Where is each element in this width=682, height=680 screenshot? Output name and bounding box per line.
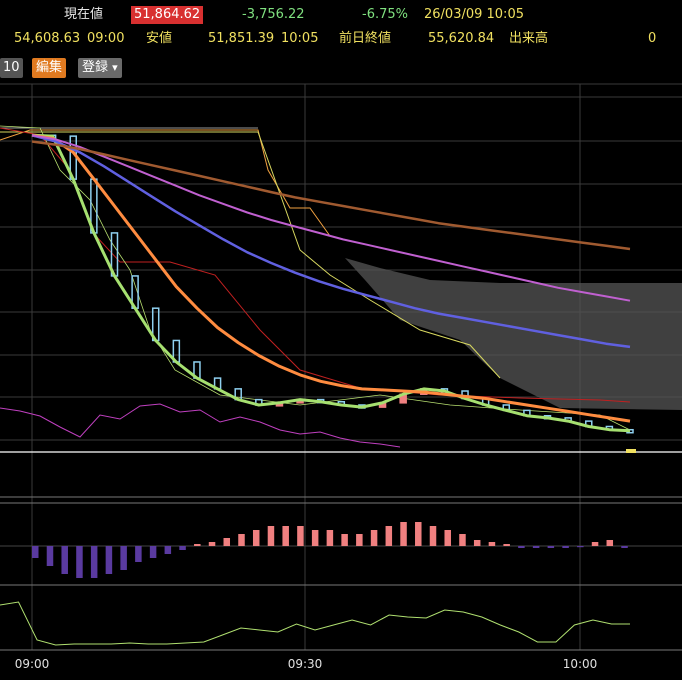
cloud-span-b xyxy=(0,131,501,379)
low-time: 10:05 xyxy=(281,31,319,46)
current-price: 51,864.62 xyxy=(131,6,204,24)
macd-bar xyxy=(577,546,584,548)
ma-line-1 xyxy=(31,133,631,433)
volume-value: 0 xyxy=(648,31,657,46)
last-price-marker xyxy=(626,449,636,453)
macd-bar xyxy=(356,534,363,546)
edit-button[interactable]: 編集 xyxy=(32,58,67,78)
prev-close-label: 前日終値 xyxy=(339,31,392,46)
rsi-line xyxy=(0,403,401,448)
ma-line-2 xyxy=(31,133,631,423)
price-label: 現在値 xyxy=(64,7,104,22)
cloud-area xyxy=(330,236,682,410)
macd-bar xyxy=(282,526,289,546)
x-tick-label: 09:00 xyxy=(15,657,50,671)
macd-bar xyxy=(488,542,496,546)
macd-bar xyxy=(459,534,466,546)
ma-line-3 xyxy=(31,134,631,349)
macd-bar xyxy=(429,526,437,546)
register-button[interactable]: 登録 ▾ xyxy=(78,58,122,78)
macd-bar xyxy=(503,544,510,546)
macd-bar xyxy=(518,546,525,548)
register-label: 登録 xyxy=(82,60,109,75)
low-value: 51,851.39 xyxy=(208,31,275,46)
x-tick-label: 10:00 xyxy=(563,657,598,671)
oscillator-panel xyxy=(0,403,630,646)
open-time: 09:00 xyxy=(87,31,125,46)
period-selector[interactable]: 10 xyxy=(0,58,23,78)
macd-bar xyxy=(621,546,628,548)
macd-bar xyxy=(194,544,201,546)
macd-bar xyxy=(547,546,555,548)
macd-bar xyxy=(562,546,569,548)
macd-bar xyxy=(135,546,142,562)
macd-bar xyxy=(238,534,245,546)
macd-histogram xyxy=(0,522,682,578)
period-value: 10 xyxy=(3,60,20,75)
price-change: -3,756.22 xyxy=(242,7,305,22)
macd-bar xyxy=(473,540,481,546)
macd-bar xyxy=(444,530,451,546)
macd-bar xyxy=(252,530,260,546)
macd-bar xyxy=(591,542,599,546)
macd-bar xyxy=(76,546,83,578)
macd-bar xyxy=(223,538,231,546)
macd-bar xyxy=(415,522,422,546)
macd-bar xyxy=(267,526,275,546)
moving-averages xyxy=(31,133,636,453)
open-value: 54,608.63 xyxy=(14,31,81,46)
ma-line-4 xyxy=(31,134,631,302)
ma-line-5 xyxy=(31,140,631,251)
macd-bar xyxy=(46,546,54,566)
macd-bar xyxy=(164,546,172,554)
x-tick-label: 09:30 xyxy=(288,657,323,671)
macd-bar xyxy=(311,530,319,546)
macd-bar xyxy=(341,534,348,546)
macd-bar xyxy=(297,526,304,546)
volume-label: 出来高 xyxy=(509,31,549,46)
macd-bar xyxy=(532,546,540,548)
macd-bar xyxy=(90,546,98,578)
time-axis: 09:00 09:30 10:00 xyxy=(15,657,598,671)
oscillator-line xyxy=(0,601,630,646)
chevron-down-icon: ▾ xyxy=(112,61,118,74)
low-label: 安値 xyxy=(146,31,173,46)
datetime: 26/03/09 10:05 xyxy=(424,7,524,22)
macd-bar xyxy=(179,546,186,550)
macd-bar xyxy=(385,526,393,546)
macd-bar xyxy=(370,530,378,546)
ichimoku-cloud xyxy=(0,127,682,410)
macd-bar xyxy=(326,530,334,546)
macd-bar xyxy=(208,542,216,546)
macd-bar xyxy=(120,546,127,570)
header-row-1: 現在値 51,864.62 -3,756.22 -6.75% 26/03/09 … xyxy=(0,5,682,25)
macd-bar xyxy=(32,546,39,558)
macd-bar xyxy=(61,546,68,574)
macd-bar xyxy=(606,540,614,546)
macd-bar xyxy=(149,546,157,558)
edit-label: 編集 xyxy=(36,60,63,75)
macd-bar xyxy=(105,546,113,574)
macd-bar xyxy=(400,522,407,546)
prev-close-value: 55,620.84 xyxy=(428,31,495,46)
cloud-span-a xyxy=(0,129,331,237)
price-change-pct: -6.75% xyxy=(362,7,408,22)
header-row-2: 54,608.63 09:00 安値 51,851.39 10:05 前日終値 … xyxy=(0,29,682,49)
